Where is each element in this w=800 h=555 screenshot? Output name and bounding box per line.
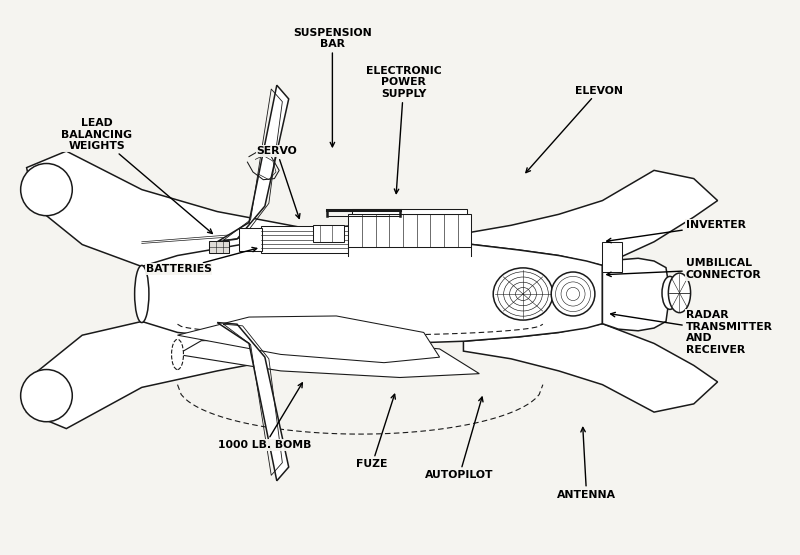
- Text: SUSPENSION
BAR: SUSPENSION BAR: [293, 28, 372, 147]
- Text: FUZE: FUZE: [357, 394, 395, 470]
- Polygon shape: [142, 240, 602, 344]
- Text: ELECTRONIC
POWER
SUPPLY: ELECTRONIC POWER SUPPLY: [366, 66, 442, 194]
- Text: ANTENNA: ANTENNA: [557, 427, 616, 500]
- Text: 1000 LB. BOMB: 1000 LB. BOMB: [218, 383, 311, 450]
- Ellipse shape: [21, 370, 72, 422]
- Polygon shape: [178, 338, 479, 377]
- FancyBboxPatch shape: [348, 214, 471, 248]
- Ellipse shape: [494, 268, 553, 320]
- Text: RADAR
TRANSMITTER
AND
RECEIVER: RADAR TRANSMITTER AND RECEIVER: [610, 310, 773, 355]
- FancyBboxPatch shape: [239, 228, 262, 251]
- Ellipse shape: [21, 164, 72, 216]
- FancyBboxPatch shape: [210, 241, 229, 253]
- FancyBboxPatch shape: [602, 242, 622, 272]
- Ellipse shape: [134, 265, 149, 322]
- Polygon shape: [26, 151, 352, 266]
- Text: LEAD
BALANCING
WEIGHTS: LEAD BALANCING WEIGHTS: [61, 118, 212, 234]
- FancyBboxPatch shape: [261, 226, 348, 253]
- Ellipse shape: [171, 339, 183, 370]
- Text: INVERTER: INVERTER: [606, 220, 746, 243]
- Text: UMBILICAL
CONNECTOR: UMBILICAL CONNECTOR: [606, 259, 762, 280]
- Polygon shape: [463, 170, 718, 265]
- Polygon shape: [218, 85, 289, 242]
- Polygon shape: [463, 324, 718, 412]
- Ellipse shape: [668, 273, 690, 312]
- Polygon shape: [602, 258, 670, 331]
- Polygon shape: [218, 322, 289, 481]
- Ellipse shape: [662, 276, 678, 309]
- Text: BATTERIES: BATTERIES: [146, 248, 257, 274]
- FancyBboxPatch shape: [313, 225, 344, 242]
- Text: AUTOPILOT: AUTOPILOT: [426, 397, 494, 480]
- FancyBboxPatch shape: [352, 209, 467, 214]
- Text: ELEVON: ELEVON: [526, 85, 622, 173]
- Polygon shape: [178, 316, 440, 362]
- Polygon shape: [26, 321, 352, 428]
- Text: SERVO: SERVO: [257, 146, 300, 219]
- Ellipse shape: [551, 272, 595, 316]
